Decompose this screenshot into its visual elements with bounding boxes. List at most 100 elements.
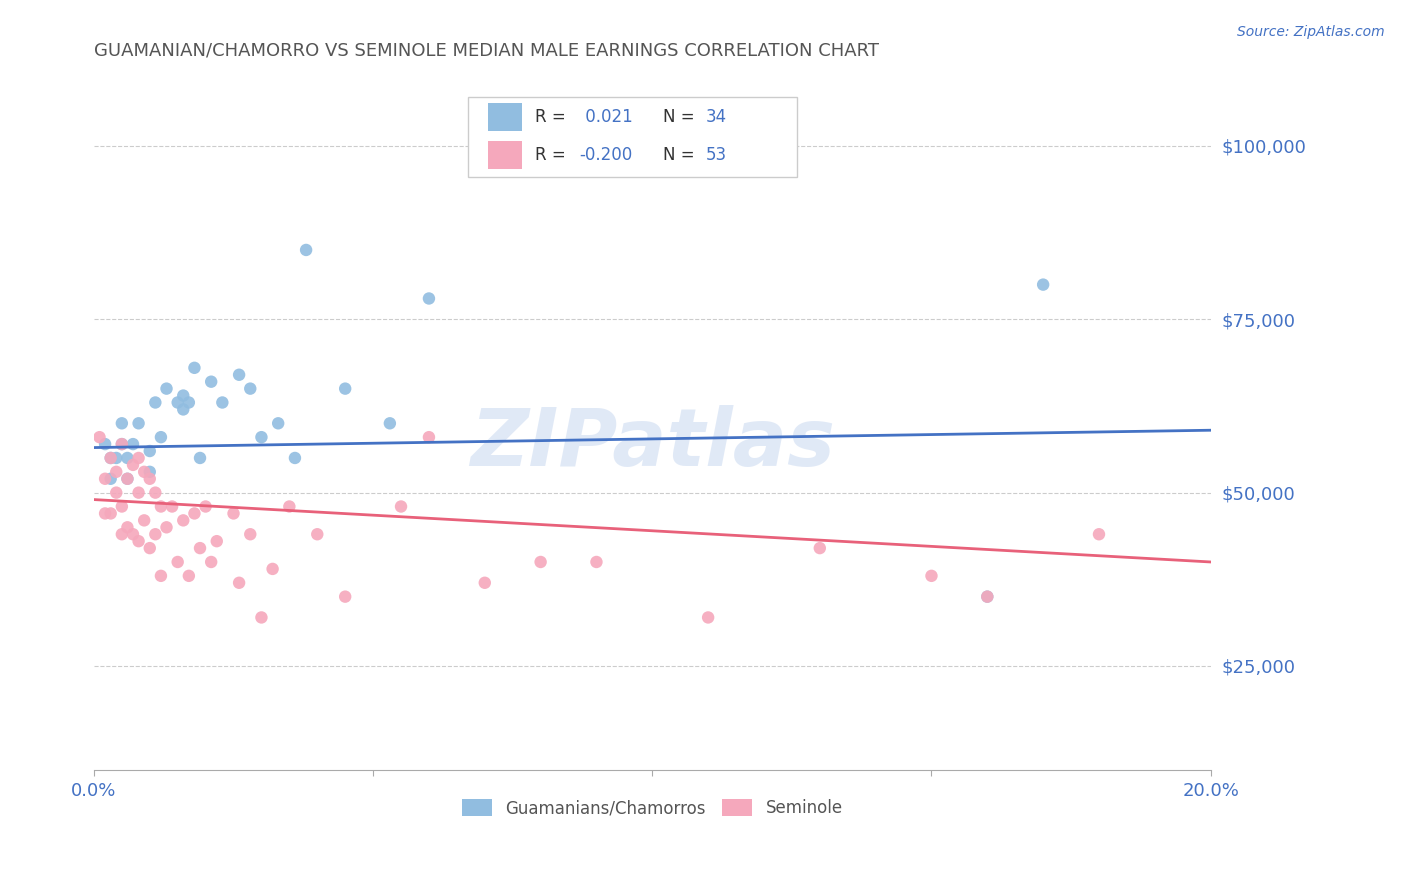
Point [100,507,122,521]
Text: R =: R = [536,146,571,164]
Point [128,450,150,465]
Bar [488,103,522,131]
Point [143,527,166,541]
Point [105,465,128,479]
Point [100,450,122,465]
Point [188,450,211,465]
Point [149,500,172,514]
Point [188,541,211,555]
Point [122,458,145,472]
Point [122,527,145,541]
Point [194,500,217,514]
Point [155,382,177,396]
Point [228,575,250,590]
Point [100,472,122,486]
Point [262,562,284,576]
Point [250,610,273,624]
Text: R =: R = [536,108,571,126]
Point [976,590,998,604]
Point [200,555,222,569]
Point [111,437,134,451]
Point [166,555,188,569]
Point [139,541,162,555]
Point [183,507,205,521]
Point [122,437,145,451]
Point [295,243,318,257]
Point [284,450,307,465]
Point [89,430,111,444]
Point [418,292,440,306]
Text: N =: N = [664,146,700,164]
Point [335,382,357,396]
Point [585,555,607,569]
Point [172,388,194,402]
Text: N =: N = [664,108,700,126]
Point [378,417,401,431]
Point [94,472,117,486]
Point [808,541,831,555]
Point [149,569,172,583]
Point [474,575,496,590]
Text: -0.200: -0.200 [579,146,633,164]
Point [134,465,156,479]
Point [172,513,194,527]
Bar [488,142,522,169]
Text: 53: 53 [706,146,727,164]
Point [111,500,134,514]
Point [155,520,177,534]
Point [134,513,156,527]
Point [200,375,222,389]
Point [976,590,998,604]
Point [111,417,134,431]
Text: GUAMANIAN/CHAMORRO VS SEMINOLE MEDIAN MALE EARNINGS CORRELATION CHART: GUAMANIAN/CHAMORRO VS SEMINOLE MEDIAN MA… [94,42,879,60]
Point [222,507,245,521]
Point [389,500,412,514]
Point [139,465,162,479]
Point [143,395,166,409]
Point [117,472,139,486]
Point [211,395,233,409]
Point [94,437,117,451]
Point [250,430,273,444]
Point [172,402,194,417]
Point [177,569,200,583]
Point [128,534,150,549]
Point [139,444,162,458]
Point [117,520,139,534]
Point [697,610,720,624]
Point [100,450,122,465]
Point [117,450,139,465]
Text: 0.021: 0.021 [579,108,633,126]
Point [239,382,262,396]
Point [160,500,183,514]
Point [530,555,553,569]
Point [228,368,250,382]
Point [128,485,150,500]
FancyBboxPatch shape [468,97,797,178]
Point [267,417,290,431]
Point [1032,277,1054,292]
Text: Source: ZipAtlas.com: Source: ZipAtlas.com [1237,25,1385,39]
Point [307,527,329,541]
Point [94,507,117,521]
Point [278,500,301,514]
Text: ZIPatlas: ZIPatlas [470,405,835,483]
Text: 34: 34 [706,108,727,126]
Point [177,395,200,409]
Point [143,485,166,500]
Point [183,360,205,375]
Point [335,590,357,604]
Point [149,430,172,444]
Point [1088,527,1111,541]
Point [105,485,128,500]
Point [111,437,134,451]
Point [128,417,150,431]
Point [166,395,188,409]
Point [117,472,139,486]
Point [239,527,262,541]
Point [139,472,162,486]
Point [920,569,942,583]
Legend: Guamanians/Chamorros, Seminole: Guamanians/Chamorros, Seminole [456,793,849,824]
Point [105,450,128,465]
Point [418,430,440,444]
